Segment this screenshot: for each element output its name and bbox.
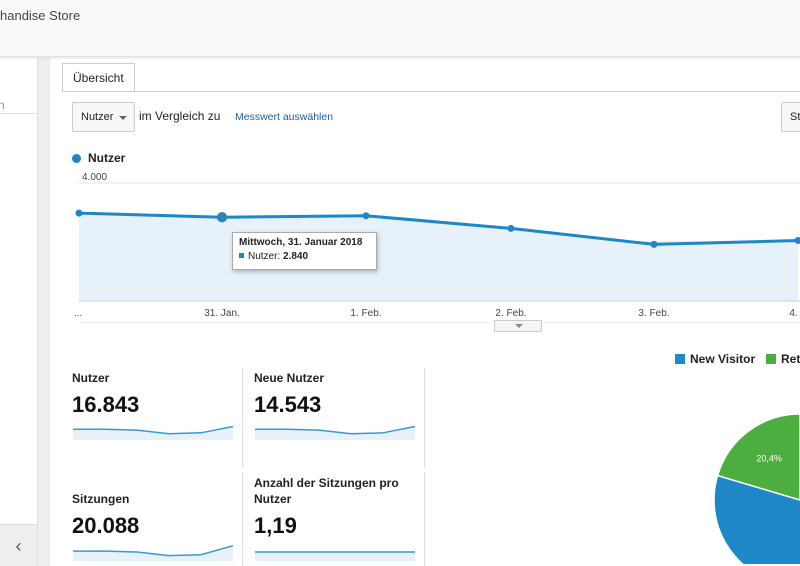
sparkline-line [73, 425, 234, 435]
chevron-left-icon[interactable]: ‹ [0, 524, 37, 566]
gutter [38, 58, 50, 566]
legend-swatch-icon [766, 354, 776, 364]
x-tick-label: 4. F [789, 308, 800, 319]
chart-resize-handle[interactable] [494, 320, 542, 332]
data-point [216, 211, 228, 223]
users-line-chart[interactable]: 4.0002.000...31. Jan.1. Feb.2. Feb.3. Fe… [50, 173, 800, 323]
caret-down-icon [119, 116, 127, 120]
visitor-type-pie-chart[interactable]: 20,4% [50, 384, 800, 564]
store-name[interactable]: handise Store [0, 8, 81, 23]
card-divider [424, 368, 425, 468]
scorecard-new-users[interactable]: Neue Nutzer 14.543 [254, 370, 424, 440]
sparkline-line [255, 425, 416, 435]
card-divider [242, 368, 243, 468]
chevron-down-icon [515, 324, 523, 328]
scorecard-title: Anzahl der Sitzungen pro Nutzer [254, 476, 399, 506]
pie-legend-returning[interactable]: Ret [766, 352, 800, 366]
sparkline [255, 551, 415, 561]
scorecard-sessions[interactable]: Sitzungen 20.088 [72, 491, 242, 561]
metric-select[interactable]: Nutzer [72, 102, 135, 132]
select-metric-link[interactable]: Messwert auswählen [235, 111, 334, 123]
sidebar-search-text: h [0, 98, 5, 112]
sparkline [73, 544, 234, 561]
scorecard-value: 14.543 [254, 392, 322, 417]
pie-slice-label: 20,4% [756, 454, 782, 464]
data-point [75, 209, 83, 217]
data-point [794, 237, 800, 245]
legend-label: Nutzer [88, 151, 126, 165]
x-tick-label: 3. Feb. [638, 308, 669, 319]
scorecard-sessions-per-user[interactable]: Anzahl der Sitzungen pro Nutzer 1,19 [254, 475, 415, 561]
tooltip-value-row: Nutzer: 2.840 [239, 251, 370, 262]
x-tick-label: 31. Jan. [204, 308, 240, 319]
tooltip-date: Mittwoch, 31. Januar 2018 [239, 237, 363, 248]
tab-overview[interactable]: Übersicht [62, 63, 135, 92]
sparkline-line [73, 544, 234, 557]
left-panel: h ‹ [0, 58, 38, 566]
scorecard-title: Nutzer [72, 371, 110, 385]
data-point [362, 212, 370, 220]
sparkline-area [255, 552, 415, 561]
x-tick-label: ... [74, 308, 82, 319]
pie-slice [716, 413, 800, 501]
scorecard-users[interactable]: Nutzer 16.843 [72, 370, 242, 440]
scorecard-value: 1,19 [254, 513, 297, 538]
sidebar-search[interactable]: h [0, 78, 37, 114]
sparkline-area [73, 545, 233, 561]
scorecard-title: Neue Nutzer [254, 371, 325, 385]
chart-controls: Nutzer im Vergleich zu Messwert auswähle… [72, 102, 800, 132]
tooltip-series-icon [239, 253, 244, 258]
y-tick-label: 4.000 [82, 173, 107, 183]
sparkline [73, 425, 234, 440]
tooltip-value: 2.840 [283, 251, 309, 262]
legend-swatch-icon [675, 354, 685, 364]
metric-select-label: Nutzer [81, 111, 114, 123]
tab-divider [62, 91, 800, 92]
x-tick-label: 1. Feb. [350, 308, 381, 319]
sparkline [255, 425, 416, 440]
pie-legend-label: New Visitor [690, 352, 756, 366]
chart-legend[interactable]: Nutzer [72, 151, 125, 165]
compare-label: im Vergleich zu [139, 109, 221, 123]
top-bar: handise Store [0, 0, 800, 57]
tooltip-label: Nutzer: [248, 251, 281, 262]
series-line [78, 211, 799, 246]
chart-tooltip: Mittwoch, 31. Januar 2018 Nutzer: 2.840 [232, 232, 377, 270]
data-point [650, 240, 658, 248]
card-divider [424, 472, 425, 566]
scorecard-title: Sitzungen [72, 492, 130, 506]
pie-legend-new-visitor[interactable]: New Visitor [675, 352, 755, 366]
scorecard-value: 16.843 [72, 392, 140, 417]
legend-dot-icon [72, 154, 81, 163]
granularity-button[interactable]: St [781, 102, 800, 132]
card-divider [242, 472, 243, 566]
data-point [507, 224, 515, 232]
x-tick-label: 2. Feb. [495, 308, 526, 319]
scorecard-value: 20.088 [72, 513, 140, 538]
main-panel: Übersicht Nutzer im Vergleich zu Messwer… [50, 58, 800, 566]
pie-slice [713, 413, 800, 564]
pie-legend-label: Ret [781, 352, 800, 366]
